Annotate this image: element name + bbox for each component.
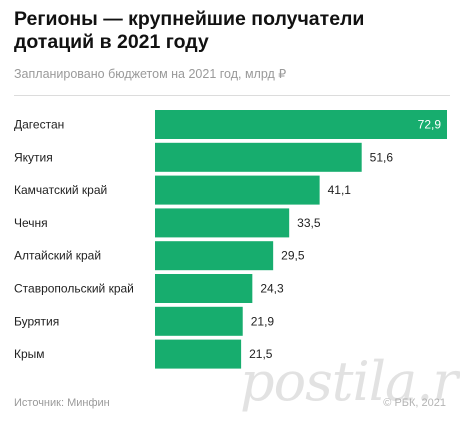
value-label: 41,1	[328, 183, 352, 197]
bar	[155, 241, 274, 271]
value-label: 21,5	[249, 347, 273, 361]
source-note: Источник: Минфин	[14, 397, 110, 409]
category-label: Крым	[14, 347, 45, 361]
bar	[155, 306, 243, 336]
value-label: 24,3	[260, 282, 284, 296]
bar	[155, 175, 320, 205]
category-label: Дагестан	[14, 118, 64, 132]
chart-subtitle: Запланировано бюджетом на 2021 год, млрд…	[14, 67, 287, 81]
category-label: Чечня	[14, 216, 48, 230]
chart-title: Регионы — крупнейшие получатели дотаций …	[14, 8, 365, 53]
bar-chart: Дагестан 72,9 Якутия 51,6 Камчатский край 41,…	[14, 110, 447, 369]
value-label: 72,9	[418, 118, 442, 132]
bar	[155, 274, 253, 303]
value-label: 33,5	[297, 216, 321, 230]
category-label: Камчатский край	[14, 183, 107, 197]
category-label: Ставропольский край	[14, 282, 134, 296]
bar	[155, 110, 447, 139]
title-divider	[14, 95, 450, 96]
category-label: Якутия	[14, 150, 53, 164]
bar	[155, 339, 242, 369]
value-label: 29,5	[281, 249, 305, 263]
bar	[155, 142, 362, 172]
bar	[155, 208, 290, 238]
category-label: Алтайский край	[14, 249, 101, 263]
value-label: 21,9	[251, 314, 275, 328]
credit-note: © РБК, 2021	[383, 397, 446, 409]
category-label: Бурятия	[14, 314, 59, 328]
value-label: 51,6	[370, 150, 394, 164]
